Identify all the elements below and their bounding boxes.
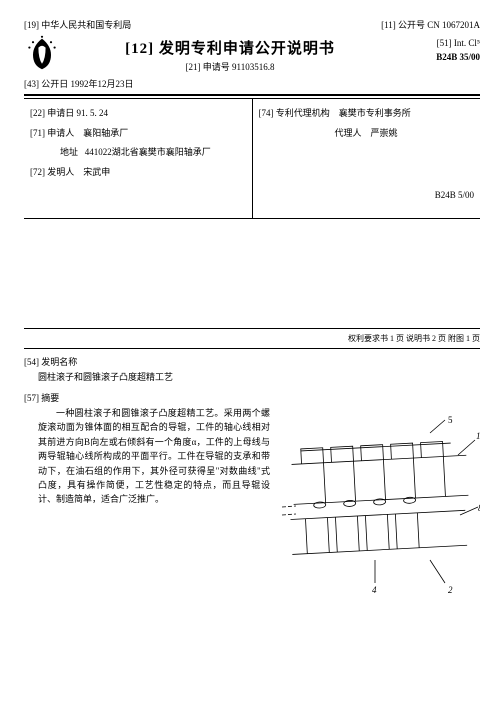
int-cl-code: B24B 35/00 [400, 51, 480, 65]
abstract-text: 一种圆柱滚子和圆锥滚子凸度超精工艺。采用两个螺旋滚动面为锥体面的相互配合的导辊，… [38, 406, 270, 507]
applicant-name: 襄阳轴承厂 [83, 128, 128, 138]
inventor-label: [72] 发明人 [30, 167, 74, 177]
agent-org-label: [74] 专利代理机构 [259, 108, 330, 118]
secondary-class: B24B 5/00 [259, 190, 475, 200]
patent-drawing: 5 1 8 4 2 [280, 415, 480, 595]
abstract-label: [57] 摘要 [24, 391, 270, 404]
inventor-row: [72] 发明人 宋武申 [30, 166, 246, 180]
invention-title: 圆柱滚子和圆锥滚子凸度超精工艺 [38, 370, 270, 383]
biblio-right: [74] 专利代理机构 襄樊市专利事务所 代理人 严崇姚 B24B 5/00 [253, 99, 481, 218]
ref-5: 5 [448, 415, 453, 425]
patent-page: [19] 中华人民共和国专利局 [11] 公开号 CN 1067201A [12… [0, 0, 504, 713]
classification-block: [51] Int. Cl⁵ B24B 35/00 [400, 37, 480, 64]
authority: [19] 中华人民共和国专利局 [24, 18, 131, 31]
agent-org-name: 襄樊市专利事务所 [339, 108, 411, 118]
applicant-row: [71] 申请人 襄阳轴承厂 [30, 127, 246, 141]
top-row: [19] 中华人民共和国专利局 [11] 公开号 CN 1067201A [24, 18, 480, 31]
sipo-logo [24, 35, 60, 71]
applicant-label: [71] 申请人 [30, 128, 74, 138]
ref-4: 4 [372, 585, 377, 595]
agent-label: 代理人 [335, 128, 362, 138]
invention-title-label: [54] 发明名称 [24, 355, 270, 368]
publication-date: [43] 公开日 1992年12月23日 [24, 77, 134, 90]
inventor-name: 宋武申 [83, 167, 110, 177]
header-block: [12] 发明专利申请公开说明书 [21] 申请号 91103516.8 [51… [24, 37, 480, 73]
content-row: [54] 发明名称 圆柱滚子和圆锥滚子凸度超精工艺 [57] 摘要 一种圆柱滚子… [24, 355, 480, 507]
int-cl-label: [51] Int. Cl⁵ [400, 37, 480, 51]
content-left: [54] 发明名称 圆柱滚子和圆锥滚子凸度超精工艺 [57] 摘要 一种圆柱滚子… [24, 355, 280, 507]
ref-1: 1 [476, 431, 480, 441]
ref-8: 8 [478, 503, 480, 513]
content-right: 5 1 8 4 2 [280, 355, 480, 507]
address-label: 地址 [60, 147, 78, 157]
divider-thick [24, 94, 480, 96]
agent-row: 代理人 严崇姚 [335, 127, 475, 141]
address-row: 地址 441022湖北省襄樊市襄阳轴承厂 [60, 146, 246, 160]
publication-number: [11] 公开号 CN 1067201A [381, 18, 480, 31]
title-center: [12] 发明专利申请公开说明书 [21] 申请号 91103516.8 [68, 37, 392, 73]
address-value: 441022湖北省襄樊市襄阳轴承厂 [85, 147, 211, 157]
ref-2: 2 [448, 585, 453, 595]
filing-date: [22] 申请日 91. 5. 24 [30, 107, 246, 121]
biblio-left: [22] 申请日 91. 5. 24 [71] 申请人 襄阳轴承厂 地址 441… [24, 99, 253, 218]
bibliographic-section: [22] 申请日 91. 5. 24 [71] 申请人 襄阳轴承厂 地址 441… [24, 99, 480, 219]
page-counts: 权利要求书 1 页 说明书 2 页 附图 1 页 [24, 329, 480, 349]
pub-date-row: [43] 公开日 1992年12月23日 [24, 77, 480, 90]
empty-spacer [24, 219, 480, 329]
agent-name: 严崇姚 [371, 128, 398, 138]
agent-org-row: [74] 专利代理机构 襄樊市专利事务所 [259, 107, 475, 121]
application-number: [21] 申请号 91103516.8 [68, 60, 392, 73]
document-type-title: [12] 发明专利申请公开说明书 [68, 37, 392, 58]
